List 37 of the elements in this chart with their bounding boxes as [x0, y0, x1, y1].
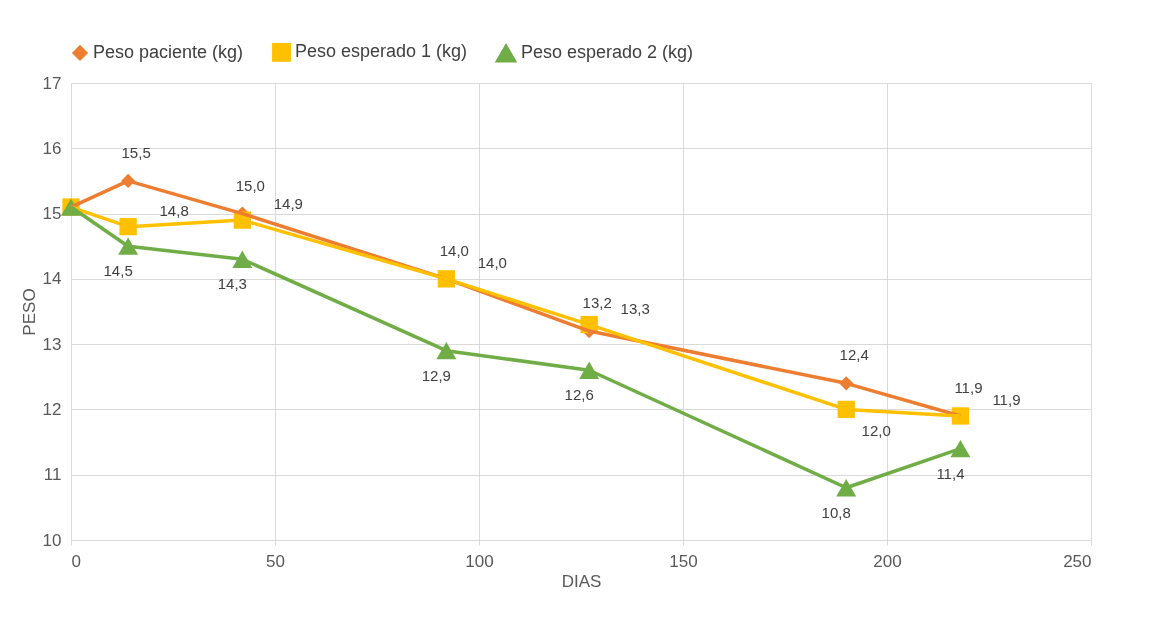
x-tick-label: 150 — [669, 551, 698, 571]
legend-label: Peso esperado 2 (kg) — [521, 42, 694, 63]
x-tick-label: 100 — [465, 551, 494, 571]
data-label: 14,8 — [159, 201, 189, 219]
y-tick-label: 14 — [42, 269, 62, 289]
data-label: 15,5 — [121, 143, 151, 161]
data-label: 10,8 — [821, 503, 851, 521]
data-label: 14,3 — [217, 275, 247, 293]
legend-label: Peso paciente (kg) — [93, 41, 244, 62]
y-tick-label: 13 — [42, 334, 62, 354]
y-tick-label: 16 — [42, 138, 62, 158]
x-tick-label: 250 — [1063, 551, 1092, 571]
data-label: 14,0 — [439, 241, 469, 259]
data-label: 13,3 — [620, 299, 650, 317]
x-axis-title: DIAS — [561, 571, 602, 591]
x-tick-label: 200 — [873, 551, 902, 571]
data-label: 14,5 — [103, 262, 133, 280]
data-label: 15,0 — [235, 176, 265, 194]
data-label: 11,9 — [954, 378, 983, 396]
data-label: 14,9 — [273, 195, 303, 213]
y-tick-label: 10 — [42, 530, 62, 550]
data-label: 12,9 — [421, 366, 451, 384]
data-label: 12,4 — [839, 346, 869, 364]
x-tick-label: 50 — [266, 551, 285, 571]
data-label: 14,0 — [477, 253, 507, 271]
y-tick-label: 15 — [42, 204, 62, 224]
x-tick-label: 0 — [71, 551, 81, 571]
data-label: 12,6 — [564, 386, 594, 404]
data-label: 13,2 — [582, 294, 612, 312]
y-axis-title: PESO — [19, 288, 39, 336]
data-label: 11,9 — [992, 390, 1021, 408]
legend-label: Peso esperado 1 (kg) — [295, 41, 468, 62]
y-tick-label: 12 — [42, 399, 62, 419]
y-tick-label: 17 — [42, 73, 62, 93]
y-tick-label: 11 — [43, 465, 62, 485]
data-label: 12,0 — [861, 422, 891, 440]
data-label: 11,4 — [936, 464, 965, 482]
